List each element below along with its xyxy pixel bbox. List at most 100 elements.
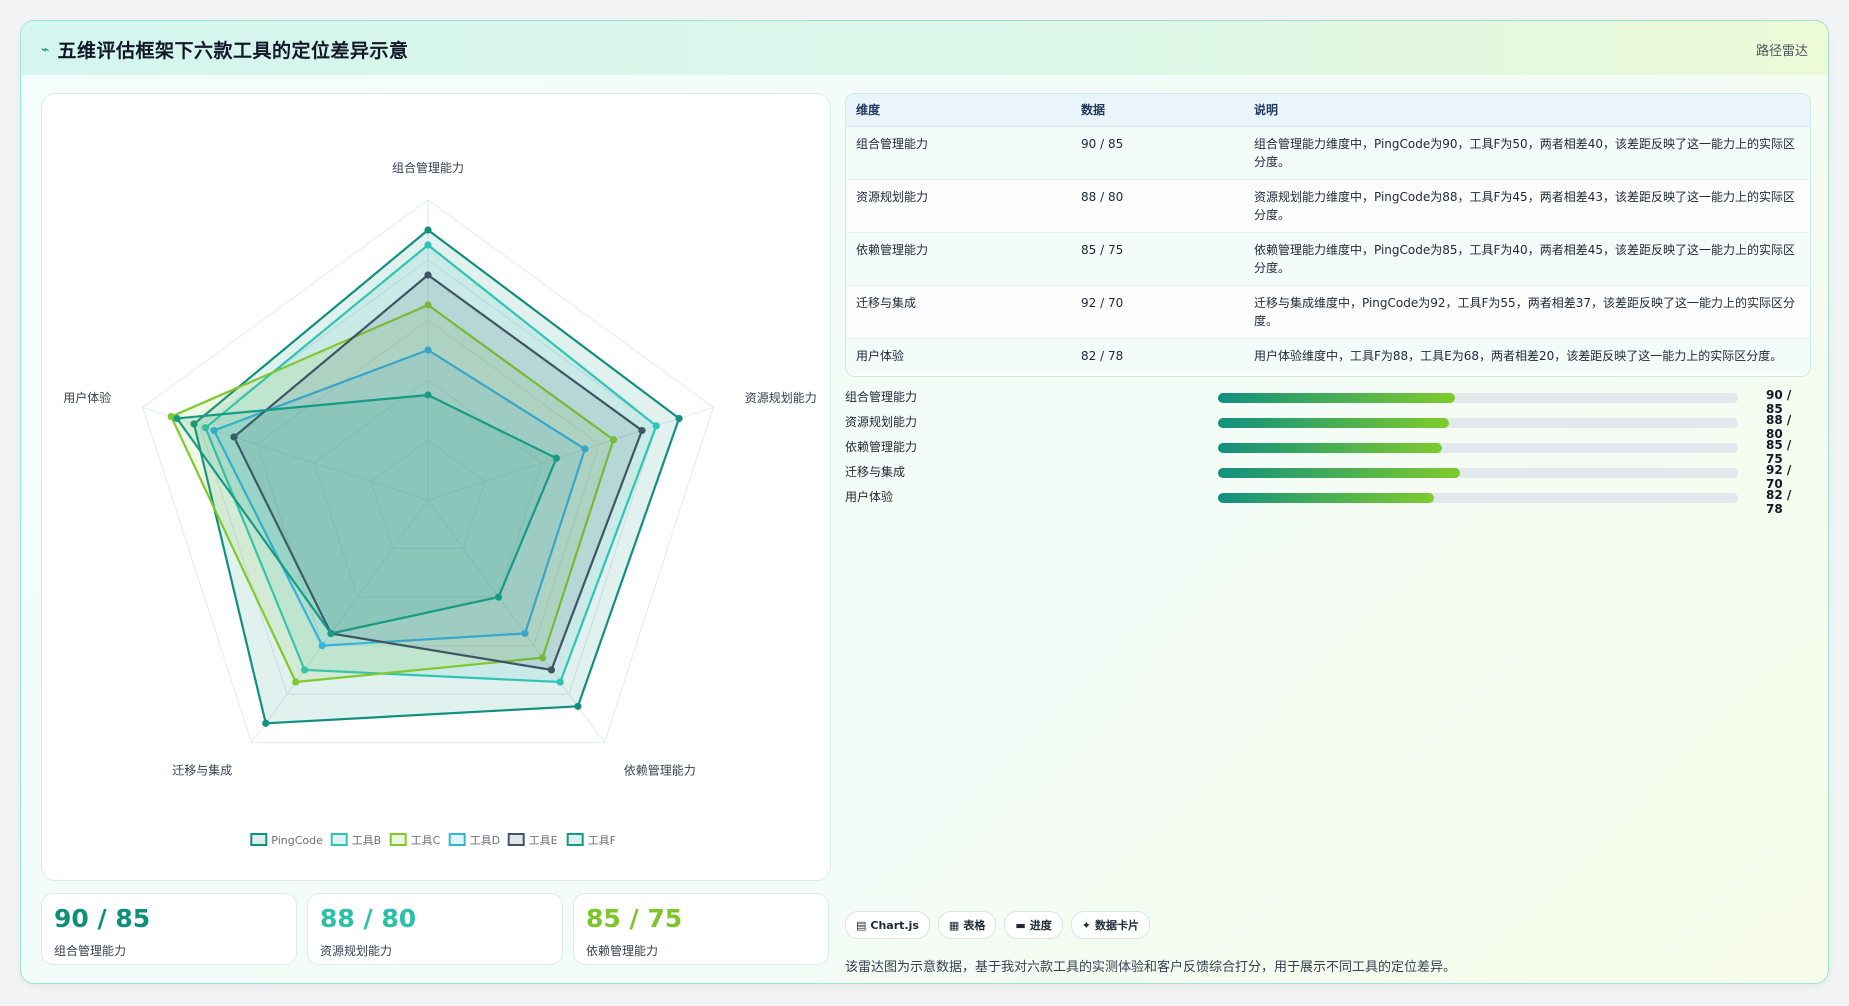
progress-fill <box>1218 393 1455 403</box>
radar-axis-line <box>142 406 429 501</box>
radar-point <box>318 642 326 650</box>
legend-swatch <box>330 833 348 846</box>
cell-dimension: 依赖管理能力 <box>846 232 1071 286</box>
column-header: 维度 <box>846 94 1071 127</box>
radar-point <box>424 226 432 234</box>
chip-label: 进度 <box>1029 919 1052 932</box>
chip-chartjs[interactable]: ▤ Chart.js <box>845 911 930 939</box>
radar-point <box>327 629 335 638</box>
chip-progress[interactable]: ▬ 进度 <box>1004 911 1063 939</box>
progress-track <box>1218 418 1738 428</box>
progress-row: 迁移与集成 92 / 70 <box>845 460 1809 491</box>
cell-description: 组合管理能力维度中，PingCode为90，工具F为50，两者相差40，该差距反… <box>1244 126 1810 180</box>
radar-point <box>539 654 547 662</box>
legend-swatch <box>507 833 525 846</box>
chart-icon: ▤ <box>856 918 867 932</box>
progress-label: 组合管理能力 <box>845 390 918 404</box>
cell-data: 88 / 80 <box>1071 179 1244 233</box>
radar-point <box>547 666 556 674</box>
radar-axis-line <box>427 499 605 743</box>
chip-label: 数据卡片 <box>1094 919 1139 932</box>
card-icon: ✦ <box>1081 918 1091 932</box>
cell-description: 资源规划能力维度中，PingCode为88，工具F为45，两者相差43，该差距反… <box>1244 179 1810 233</box>
radar-grid-ring <box>142 199 714 744</box>
cell-dimension: 组合管理能力 <box>846 126 1071 180</box>
chip-cards[interactable]: ✦ 数据卡片 <box>1070 911 1150 939</box>
cell-description: 迁移与集成维度中，PingCode为92，工具F为55，两者相差37，该差距反映… <box>1244 285 1810 339</box>
radar-point <box>424 346 432 354</box>
progress-track <box>1218 493 1738 503</box>
progress-fill <box>1218 468 1460 478</box>
progress-value: 88 / 80 <box>1766 413 1792 441</box>
legend-label: 工具D <box>470 834 500 847</box>
table-row: 迁移与集成 92 / 70 迁移与集成维度中，PingCode为92，工具F为5… <box>846 285 1810 339</box>
table-icon: ▦ <box>948 918 960 932</box>
table-row: 用户体验 82 / 78 用户体验维度中，工具F为88，工具E为68，两者相差2… <box>846 338 1810 374</box>
progress-value: 82 / 78 <box>1766 488 1792 516</box>
radar-axis-label: 组合管理能力 <box>392 160 464 175</box>
stat-card-3: 85 / 75 依赖管理能力 <box>573 893 829 965</box>
stat-label: 组合管理能力 <box>54 944 127 958</box>
stat-value: 88 / 80 <box>320 904 417 933</box>
radar-point <box>424 271 432 279</box>
cell-dimension: 迁移与集成 <box>846 285 1071 339</box>
cell-data: 92 / 70 <box>1071 285 1244 339</box>
legend-swatch <box>389 833 407 846</box>
stat-label: 依赖管理能力 <box>586 944 659 958</box>
column-header: 说明 <box>1244 94 1810 127</box>
radar-axis-line <box>251 499 429 743</box>
radar-point <box>167 412 175 421</box>
progress-row: 用户体验 82 / 78 <box>845 485 1809 516</box>
radar-series-area <box>175 393 558 635</box>
progress-row: 依赖管理能力 85 / 75 <box>845 435 1809 466</box>
title-wrap: ⌁ 五维评估框架下六款工具的定位差异示意 <box>41 36 408 63</box>
radar-point <box>581 445 589 453</box>
radar-grid-ring <box>313 379 543 598</box>
progress-list: 组合管理能力 90 / 85 资源规划能力 88 / 80 依赖管理能力 85 … <box>845 385 1809 516</box>
progress-track <box>1218 468 1738 478</box>
header-bar: ⌁ 五维评估框架下六款工具的定位差异示意 路径雷达 <box>21 21 1828 75</box>
radar-point <box>652 422 660 430</box>
data-table-card: 维度 数据 说明 组合管理能力 90 / 85 组合管理能力维度中，PingCo… <box>845 93 1811 377</box>
radar-point <box>494 593 503 601</box>
dashboard-frame: ⌁ 五维评估框架下六款工具的定位差异示意 路径雷达 组合管理能力 资源规划能力 依赖… <box>20 20 1829 984</box>
radar-grid-ring <box>256 319 600 647</box>
radar-axis-line <box>427 406 714 501</box>
radar-series-area <box>204 243 658 684</box>
radar-axis-label: 迁移与集成 <box>172 762 232 777</box>
chip-label: Chart.js <box>870 918 919 932</box>
stat-card-1: 90 / 85 组合管理能力 <box>41 893 297 965</box>
radar-point <box>210 426 218 435</box>
legend-label: 工具E <box>529 834 558 847</box>
radar-grid-ring <box>199 259 657 695</box>
progress-value: 85 / 75 <box>1766 438 1792 466</box>
radar-point <box>552 454 560 462</box>
cell-description: 用户体验维度中，工具F为88，工具E为68，两者相差20，该差距反映了这一能力上… <box>1254 348 1783 363</box>
table-row: 依赖管理能力 85 / 75 依赖管理能力维度中，PingCode为85，工具F… <box>846 232 1810 286</box>
progress-value: 92 / 70 <box>1766 463 1792 491</box>
cell-data: 90 / 85 <box>1071 126 1244 180</box>
radar-point <box>521 629 529 638</box>
footnote: 该雷达图为示意数据，基于我对六款工具的实测体验和客户反馈综合打分，用于展示不同工… <box>845 960 1457 975</box>
progress-track <box>1218 443 1738 453</box>
stat-label: 资源规划能力 <box>320 944 393 958</box>
radar-axis-label: 依赖管理能力 <box>624 762 696 777</box>
trend-line-icon: ⌁ <box>41 41 50 58</box>
cell-data: 85 / 75 <box>1071 232 1244 286</box>
cell-description: 依赖管理能力维度中，PingCode为85，工具F为40，两者相差45，该差距反… <box>1244 232 1810 286</box>
page-title: 五维评估框架下六款工具的定位差异示意 <box>57 40 409 62</box>
progress-row: 组合管理能力 90 / 85 <box>845 385 1809 416</box>
progress-value: 90 / 85 <box>1766 388 1792 416</box>
progress-fill <box>1218 418 1450 428</box>
radar-point <box>190 420 198 428</box>
stat-value: 85 / 75 <box>586 904 683 933</box>
chip-table[interactable]: ▦ 表格 <box>937 911 997 939</box>
radar-point <box>173 414 181 423</box>
cell-dimension: 用户体验 <box>856 348 905 363</box>
radar-point <box>201 424 210 432</box>
header-tag: 路径雷达 <box>1755 44 1808 59</box>
legend-swatch <box>250 833 268 846</box>
radar-point <box>424 301 432 309</box>
progress-label: 依赖管理能力 <box>845 440 918 454</box>
